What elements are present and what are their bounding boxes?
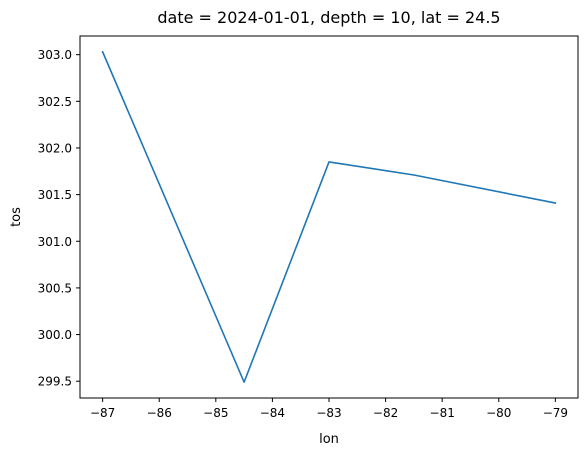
x-tick-label: −85 [203, 406, 228, 420]
plot-area [79, 35, 579, 399]
y-tick-label: 299.5 [38, 375, 72, 389]
x-tick-label: −82 [373, 406, 398, 420]
y-tick-label: 302.5 [38, 95, 72, 109]
y-tick-label: 301.5 [38, 188, 72, 202]
y-axis-label: tos [9, 207, 24, 227]
series-line-0 [101, 50, 557, 383]
x-tick-label: −79 [543, 406, 568, 420]
x-tick-label: −84 [260, 406, 285, 420]
chart-title: date = 2024-01-01, depth = 10, lat = 24.… [157, 8, 500, 27]
x-tick-label: −80 [486, 406, 511, 420]
x-tick-label: −83 [316, 406, 341, 420]
y-tick-label: 302.0 [38, 141, 72, 155]
y-axis-ticks: 299.5 300.0 300.5 301.0 301.5 302.0 302.5 303.0 [38, 48, 80, 389]
y-tick-label: 301.0 [38, 235, 72, 249]
y-tick-label: 300.0 [38, 328, 72, 342]
y-tick-label: 300.5 [38, 281, 72, 295]
x-tick-label: −81 [430, 406, 455, 420]
y-tick-label: 303.0 [38, 48, 72, 62]
x-axis-label: lon [319, 432, 339, 447]
x-axis-ticks: −87 −86 −85 −84 −83 −82 −81 −80 −79 [90, 398, 568, 420]
plot-frame [79, 35, 579, 399]
x-tick-label: −87 [90, 406, 115, 420]
x-tick-label: −86 [147, 406, 172, 420]
